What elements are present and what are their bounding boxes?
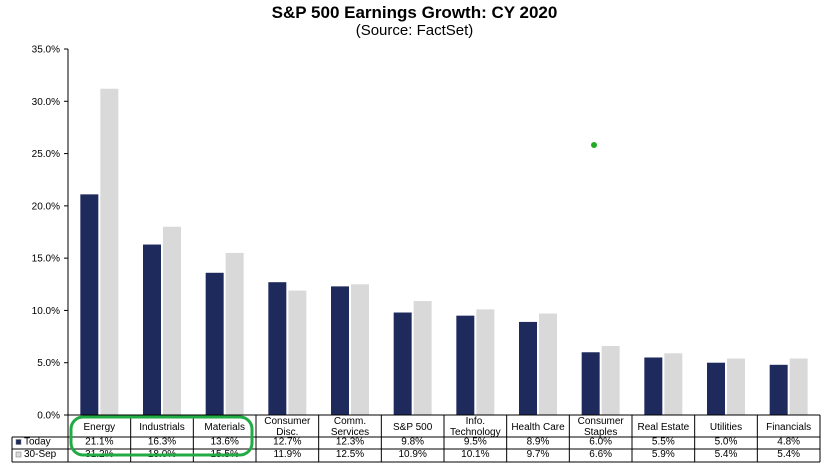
data-label: 21.1%	[85, 437, 113, 448]
annotation-dot	[591, 142, 597, 148]
bar-today	[80, 194, 99, 415]
data-label: 16.3%	[148, 437, 176, 448]
data-label: 5.4%	[777, 449, 800, 460]
data-label: 8.9%	[527, 437, 550, 448]
data-label: 5.9%	[652, 449, 675, 460]
category-label: Consumer	[264, 416, 311, 427]
y-tick-label: 10.0%	[32, 306, 60, 317]
category-label: Real Estate	[637, 422, 689, 433]
category-label: Materials	[204, 422, 245, 433]
y-tick-label: 5.0%	[37, 358, 60, 369]
bar-today	[143, 244, 161, 415]
category-label: Comm.	[334, 416, 366, 427]
data-label: 9.5%	[464, 437, 487, 448]
data-label: 6.6%	[589, 449, 612, 460]
bar-30-sep	[727, 358, 745, 415]
category-label: Energy	[83, 422, 115, 433]
category-label: Info.	[466, 416, 485, 427]
y-tick-label: 0.0%	[37, 411, 60, 422]
bar-today	[644, 357, 663, 415]
data-label: 10.9%	[398, 449, 426, 460]
data-label: 11.9%	[274, 449, 302, 460]
category-label: Technology	[450, 427, 501, 438]
bar-today	[268, 282, 287, 415]
y-tick-label: 30.0%	[32, 97, 60, 108]
axis-layer: 0.0% 5.0% 10.0% 15.0% 20.0% 25.0% 30.0% 35.0%	[32, 45, 69, 422]
data-label: 12.5%	[336, 449, 364, 460]
bar-30-sep	[163, 226, 181, 415]
bar-30-sep	[476, 309, 495, 415]
category-label: S&P 500	[393, 422, 433, 433]
bars-layer	[80, 88, 808, 415]
overlay-layer	[69, 142, 597, 457]
data-label: 5.0%	[715, 437, 738, 448]
category-label: Staples	[584, 427, 617, 438]
bar-30-sep	[601, 345, 620, 415]
bar-30-sep	[664, 353, 683, 415]
bar-today	[456, 315, 475, 415]
bar-today	[393, 312, 412, 415]
y-tick-label: 35.0%	[32, 45, 60, 56]
data-label: 5.5%	[652, 437, 675, 448]
data-table: Energy Industrials MaterialsConsumerDisc.C…	[11, 414, 821, 463]
data-label: 9.8%	[401, 437, 424, 448]
category-label: Disc.	[276, 427, 298, 438]
chart-title: S&P 500 Earnings Growth: CY 2020	[271, 3, 558, 22]
category-label: Services	[331, 427, 369, 438]
data-label: 9.7%	[527, 449, 550, 460]
highlight-outline	[69, 415, 254, 457]
y-tick-label: 15.0%	[32, 254, 60, 265]
category-label: Consumer	[578, 416, 625, 427]
legend-label: Today	[24, 437, 51, 448]
y-tick-label: 25.0%	[32, 149, 60, 160]
legend-swatch	[15, 439, 22, 445]
data-label: 12.3%	[336, 437, 364, 448]
bar-today	[519, 321, 537, 415]
category-label: Industrials	[139, 422, 185, 433]
data-label: 12.7%	[273, 437, 301, 448]
bar-30-sep	[351, 284, 369, 415]
bar-30-sep	[789, 358, 808, 415]
bar-30-sep	[288, 290, 307, 415]
bar-30-sep	[100, 88, 119, 415]
data-label: 10.1%	[461, 449, 489, 460]
legend-swatch	[15, 451, 22, 458]
bar-today	[707, 362, 725, 415]
bar-30-sep	[225, 252, 244, 415]
category-label: Financials	[766, 422, 811, 433]
bar-30-sep	[413, 301, 432, 415]
bar-today	[581, 352, 600, 415]
category-label: Utilities	[710, 422, 742, 433]
data-label: 4.8%	[777, 437, 800, 448]
bar-30-sep	[539, 313, 557, 415]
bar-today	[205, 272, 224, 415]
legend-label: 30-Sep	[24, 449, 57, 460]
data-label: 6.0%	[589, 437, 612, 448]
y-tick-label: 20.0%	[32, 201, 60, 212]
bar-today	[331, 286, 349, 415]
chart-subtitle: (Source: FactSet)	[355, 22, 474, 39]
data-label: 13.6%	[210, 437, 238, 448]
bar-today	[769, 364, 788, 415]
category-label: Health Care	[511, 422, 565, 433]
data-label: 5.4%	[715, 449, 738, 460]
